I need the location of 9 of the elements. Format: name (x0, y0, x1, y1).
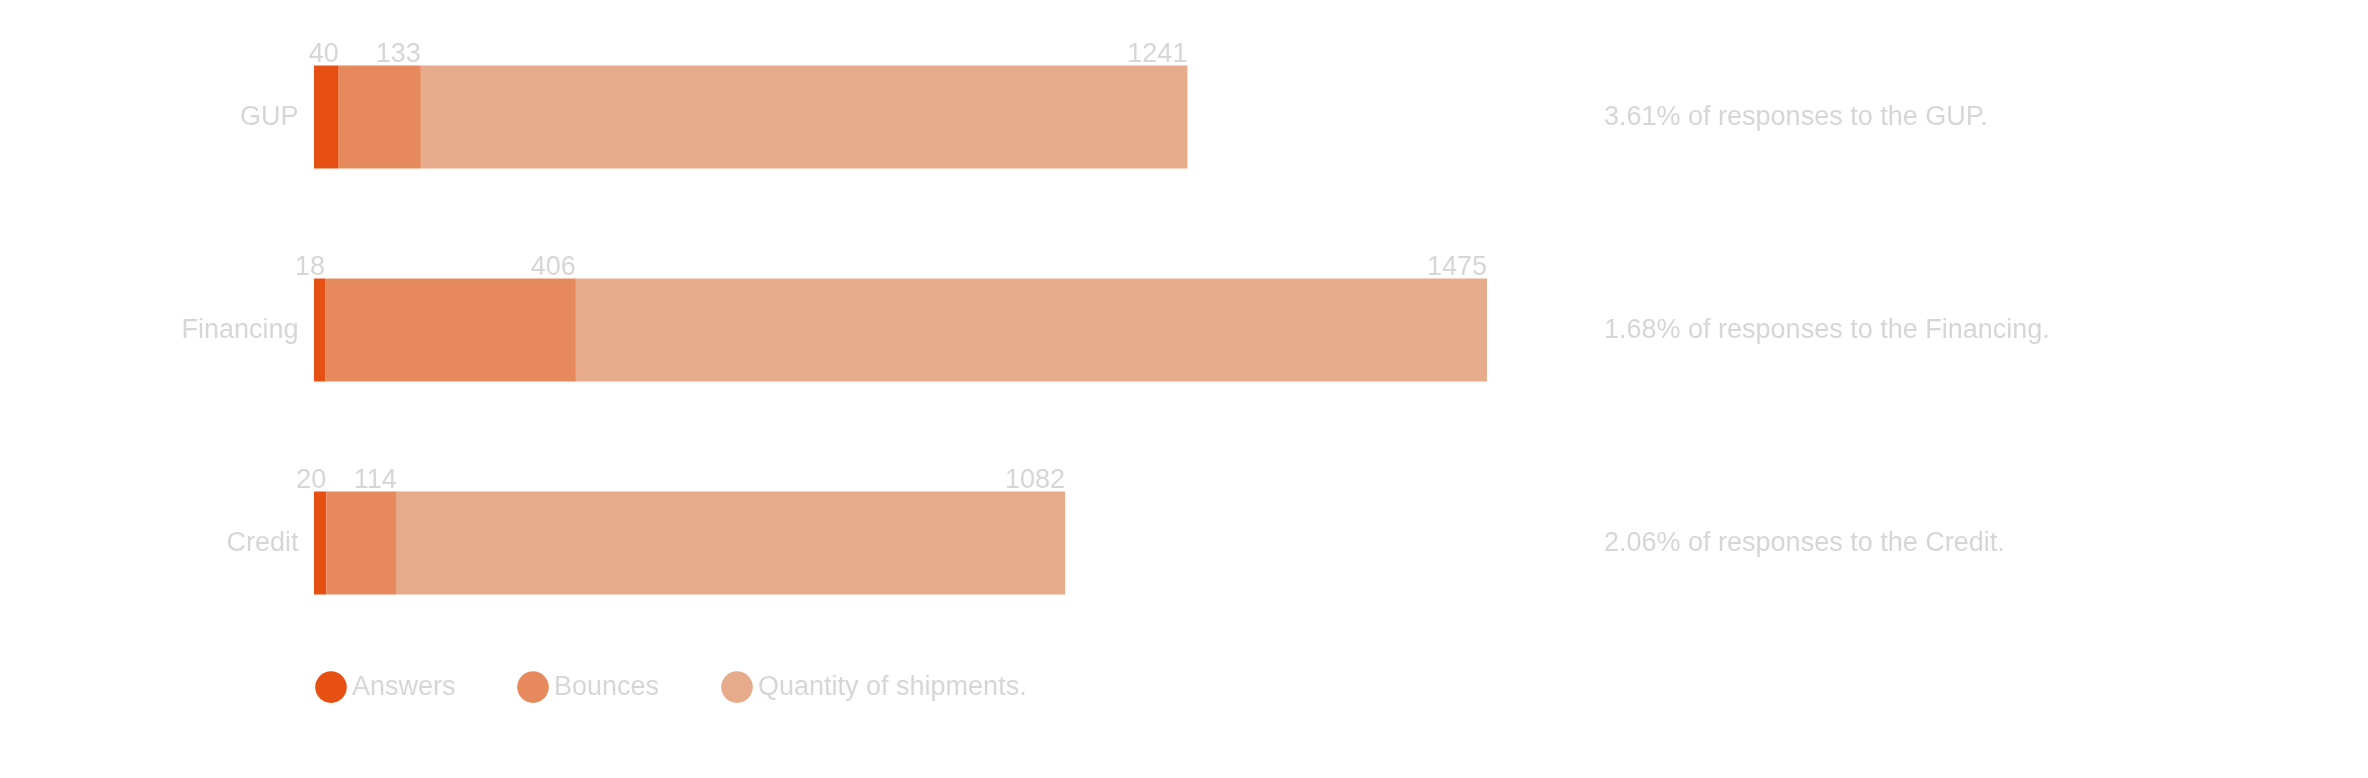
bar (314, 65, 339, 169)
bar (325, 278, 576, 382)
bar (420, 65, 1188, 169)
bar (326, 491, 397, 595)
bar (314, 491, 327, 595)
bar (338, 65, 421, 169)
bar (575, 278, 1487, 382)
bar (396, 491, 1066, 595)
bar (314, 278, 326, 382)
